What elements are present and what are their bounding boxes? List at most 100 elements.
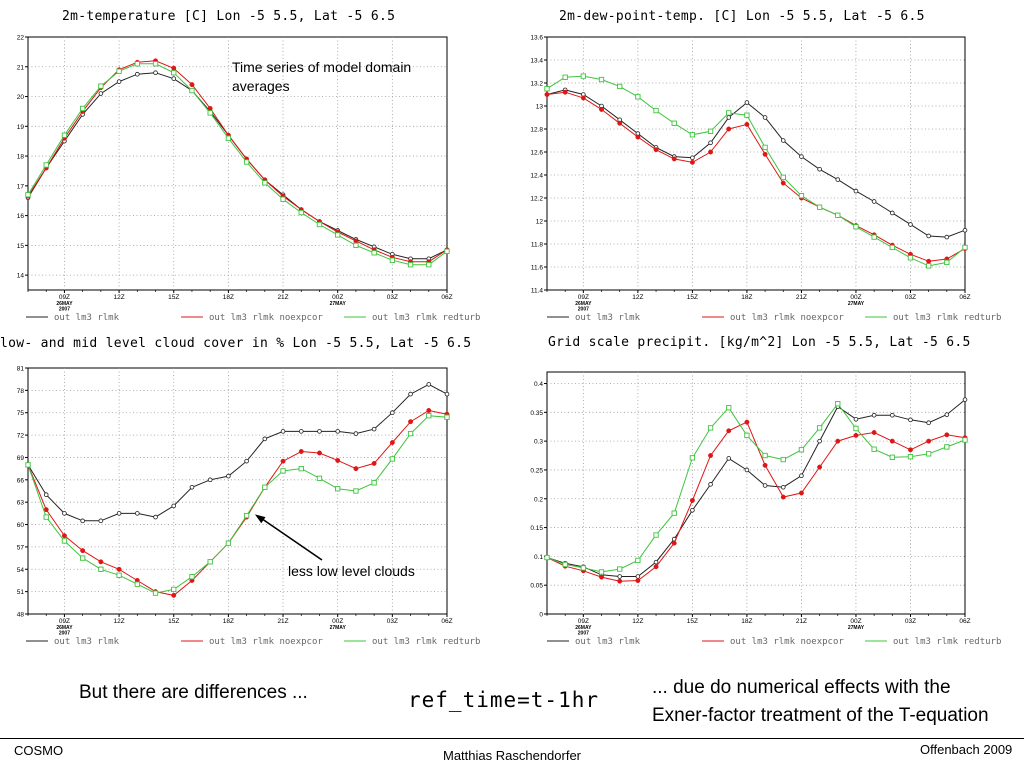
data-point	[407, 262, 414, 268]
data-point	[689, 132, 696, 138]
x-tick-label: 21Z	[796, 618, 807, 625]
right-note: ... due do numerical effects with the Ex…	[652, 674, 989, 730]
data-point	[962, 437, 968, 443]
data-point	[926, 451, 932, 457]
data-point	[671, 510, 677, 516]
data-point	[135, 511, 140, 516]
data-point	[61, 132, 68, 138]
data-point	[726, 115, 732, 120]
x-tick-sublabel: 26MAY	[575, 625, 592, 631]
data-point	[207, 105, 213, 111]
data-point	[780, 138, 786, 143]
data-point	[707, 425, 714, 431]
legend-label: out lm3 rlmk redturb	[893, 313, 1001, 323]
data-point	[926, 258, 932, 264]
x-tick-label: 15Z	[168, 294, 179, 301]
y-tick-label: 0.1	[534, 554, 543, 561]
data-point	[426, 413, 432, 419]
x-tick-label: 21Z	[277, 294, 288, 301]
series-line-rlmk	[546, 399, 966, 577]
chart-title: Grid scale precipit. [kg/m^2] Lon -5 5.5…	[548, 335, 971, 350]
y-tick-label: 66	[17, 477, 25, 484]
data-point	[835, 401, 841, 407]
data-point	[798, 447, 805, 453]
legend: out lm3 rlmk out lm3 rlmk noexpcor out lm3…	[547, 313, 1001, 323]
series-line-redturb	[27, 63, 448, 266]
legend-label: out lm3 rlmk noexpcor	[209, 637, 323, 647]
data-point	[798, 193, 805, 199]
data-point	[116, 572, 122, 578]
y-tick-label: 14	[17, 273, 25, 280]
data-point	[617, 574, 622, 579]
data-point	[889, 244, 895, 251]
data-point	[944, 432, 950, 438]
legend-label: out lm3 rlmk noexpcor	[730, 637, 844, 647]
data-point	[371, 426, 377, 432]
x-tick-label: 09Z	[578, 618, 589, 625]
data-point	[280, 429, 286, 434]
data-point	[671, 540, 677, 546]
data-point	[653, 107, 659, 114]
x-tick-label: 00Z	[850, 294, 861, 301]
data-point	[371, 250, 377, 256]
chart-panel-cloud-cover: low- and mid level cloud cover in % Lon …	[0, 332, 512, 667]
data-point	[580, 73, 586, 79]
y-tick-label: 0.25	[530, 467, 543, 474]
legend: out lm3 rlmk out lm3 rlmk noexpcor out lm3…	[547, 637, 1001, 647]
y-tick-label: 12	[536, 219, 544, 226]
data-point	[871, 199, 877, 204]
data-point	[262, 436, 268, 442]
data-point	[61, 533, 67, 539]
x-tick-sublabel: 2007	[578, 307, 589, 313]
data-point	[226, 473, 231, 479]
y-tick-label: 57	[17, 544, 25, 551]
data-point	[298, 429, 304, 434]
y-tick-label: 75	[17, 410, 25, 417]
data-point	[690, 507, 695, 513]
data-point	[80, 555, 86, 561]
data-point	[444, 391, 450, 397]
data-point	[671, 120, 677, 126]
y-tick-label: 12.6	[530, 150, 543, 157]
data-point	[407, 430, 414, 437]
x-tick-label: 18Z	[741, 294, 752, 301]
data-point	[907, 454, 914, 460]
y-tick-label: 12.2	[530, 196, 543, 203]
data-point	[816, 425, 823, 431]
x-tick-label: 00Z	[332, 294, 343, 301]
data-point	[562, 89, 568, 95]
data-point	[926, 438, 932, 444]
data-point	[98, 91, 104, 96]
y-tick-label: 0.4	[534, 381, 543, 388]
x-tick-label: 21Z	[277, 618, 288, 625]
data-point	[262, 484, 268, 490]
data-point	[689, 498, 695, 503]
data-point	[726, 110, 732, 116]
data-point	[116, 511, 122, 516]
data-point	[926, 420, 931, 426]
data-point	[853, 425, 859, 432]
data-point	[707, 128, 714, 134]
data-point	[25, 192, 31, 198]
data-point	[708, 482, 713, 487]
data-point	[871, 430, 877, 435]
y-tick-label: 13.4	[530, 58, 543, 65]
data-point	[598, 569, 605, 575]
data-point	[134, 581, 140, 587]
data-point	[962, 244, 968, 251]
data-point	[243, 512, 250, 519]
data-point	[189, 484, 195, 490]
data-point	[335, 232, 341, 238]
data-point	[744, 467, 750, 473]
x-tick-sublabel: 2007	[59, 631, 70, 637]
data-point	[635, 574, 641, 579]
y-tick-label: 78	[17, 388, 25, 395]
y-tick-label: 16	[17, 213, 25, 220]
x-tick-label: 06Z	[959, 294, 970, 301]
data-point	[43, 162, 49, 168]
chart-panel-dewpoint: 2m-dew-point-temp. [C] Lon -5 5.5, Lat -…	[512, 0, 1024, 335]
data-point	[225, 135, 232, 141]
x-tick-sublabel: 27MAY	[330, 301, 347, 307]
data-point	[189, 574, 195, 580]
